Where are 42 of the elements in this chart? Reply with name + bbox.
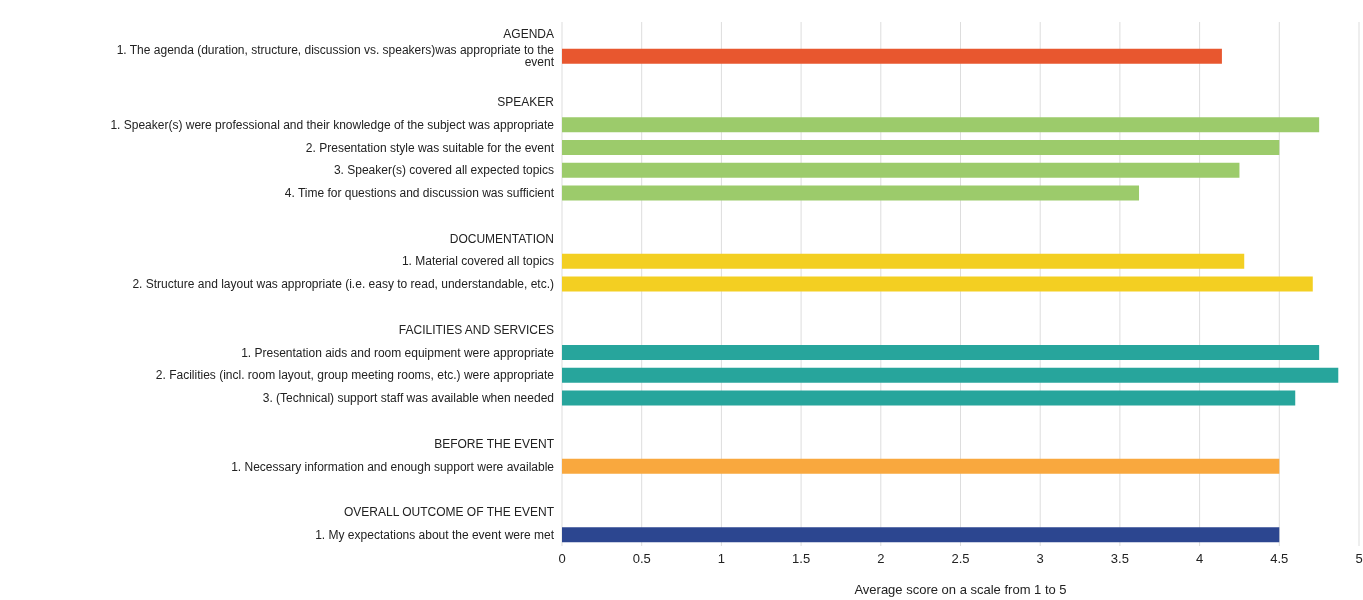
y-tick-label: 1. Speaker(s) were professional and their knowledge of the subject was appropriate xyxy=(110,117,555,132)
x-tick-label: 1.5 xyxy=(792,551,811,567)
bar xyxy=(562,527,1280,543)
y-tick-label: AGENDA xyxy=(503,26,554,41)
x-tick-label: 2 xyxy=(877,551,885,567)
x-tick-label: 3.5 xyxy=(1110,551,1129,567)
x-tick-label: 5 xyxy=(1355,551,1363,567)
x-tick-label: 2.5 xyxy=(951,551,970,567)
x-tick-label: 0.5 xyxy=(632,551,651,567)
bar xyxy=(562,117,1320,133)
y-tick-label: 3. Speaker(s) covered all expected topics xyxy=(333,163,554,178)
y-tick-label: BEFORE THE EVENT xyxy=(434,436,555,451)
bar xyxy=(562,139,1280,155)
x-axis-title: Average score on a scale from 1 to 5 xyxy=(854,582,1067,597)
y-tick-label: 3. (Technical) support staff was available when needed xyxy=(262,391,554,406)
y-tick-label: 2. Facilities (incl. room layout, group meeting rooms, etc.) were appropriate xyxy=(155,368,555,383)
y-tick-label: 1. The agenda (duration, structure, discussion vs. speakers)was appropriate to the event xyxy=(116,43,555,70)
bar xyxy=(562,162,1240,178)
y-tick-label: 1. Presentation aids and room equipment were appropriate xyxy=(241,345,555,360)
x-tick-label: 4 xyxy=(1195,551,1204,567)
x-tick-label: 0 xyxy=(558,551,566,567)
x-tick-label: 3 xyxy=(1036,551,1044,567)
bar xyxy=(562,458,1280,474)
y-tick-label: 1. Material covered all topics xyxy=(401,254,554,269)
bar xyxy=(562,48,1222,64)
bar xyxy=(562,390,1296,406)
y-tick-label: 2. Structure and layout was appropriate (i.e. easy to read, understandable, etc.) xyxy=(132,277,554,292)
y-tick-label: DOCUMENTATION xyxy=(449,231,554,246)
x-tick-label: 4.5 xyxy=(1270,551,1289,567)
y-tick-label: SPEAKER xyxy=(497,95,555,109)
y-tick-label: 2. Presentation style was suitable for the event xyxy=(305,140,555,155)
y-tick-label: 4. Time for questions and discussion was sufficient xyxy=(284,186,555,201)
bar xyxy=(562,344,1320,360)
bar xyxy=(562,185,1140,201)
y-tick-label: OVERALL OUTCOME OF THE EVENT xyxy=(343,505,555,520)
x-tick-label: 1 xyxy=(717,551,726,567)
y-tick-label: 1. Necessary information and enough support were available xyxy=(231,459,555,474)
bar xyxy=(562,276,1313,292)
y-tick-label: FACILITIES AND SERVICES xyxy=(398,322,554,337)
bar xyxy=(562,367,1339,383)
bar xyxy=(562,253,1245,269)
y-tick-label: 1. My expectations about the event were met xyxy=(315,527,555,542)
